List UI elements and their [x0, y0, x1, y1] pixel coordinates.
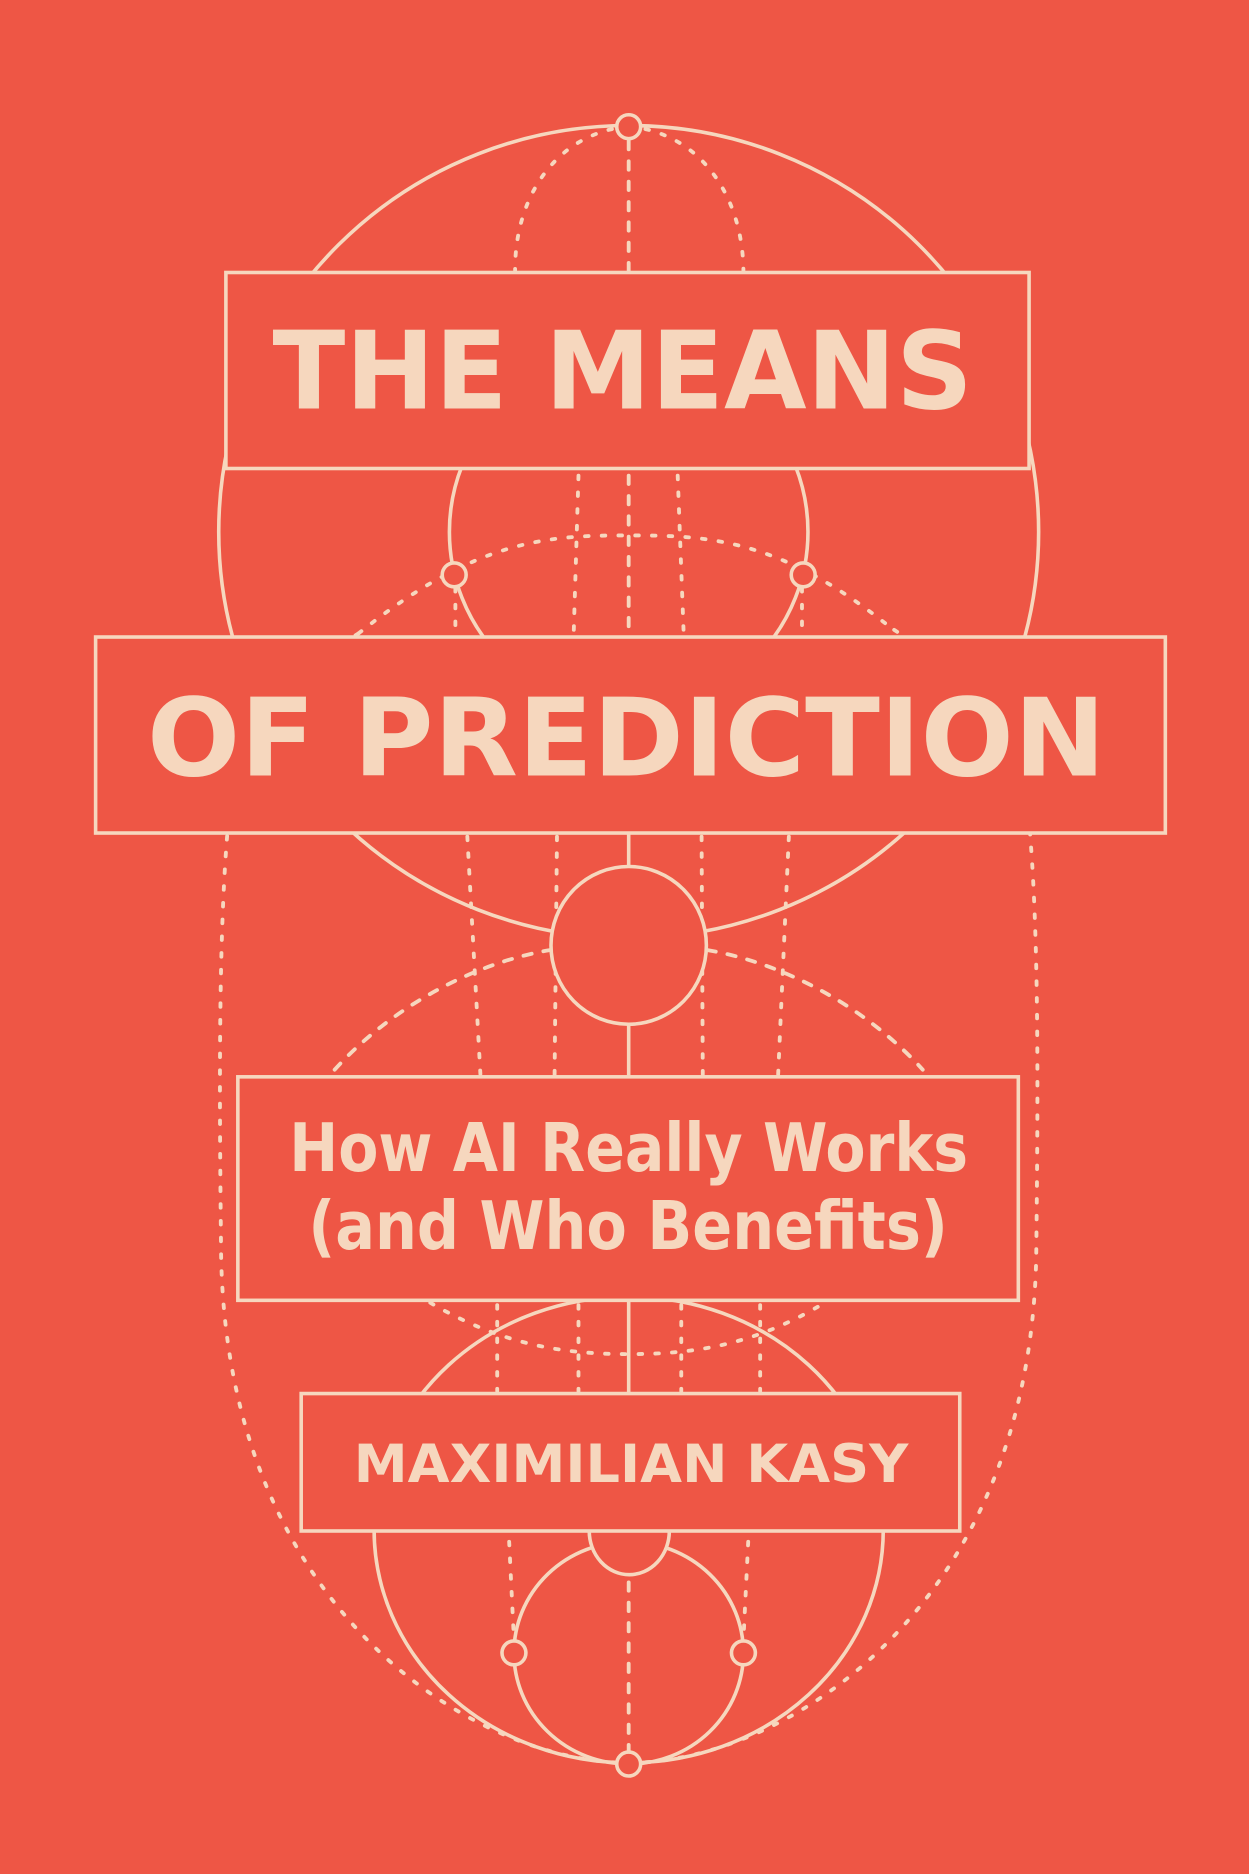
title-box-2: OF PREDICTION: [93, 635, 1168, 835]
dotted-line: [507, 1539, 516, 1642]
title-line-1: THE MEANS: [273, 310, 973, 435]
dotted-line: [741, 1539, 751, 1642]
node-circle: [614, 1750, 643, 1778]
lower-dotted-arc: [428, 1300, 827, 1357]
author-box: MAXIMILIAN KASY: [299, 1391, 962, 1533]
node-circle: [614, 112, 643, 141]
subtitle-box: How AI Really Works (and Who Benefits): [236, 1075, 1021, 1303]
middle-circle: [549, 864, 709, 1027]
node-circle: [500, 1639, 528, 1667]
dotted-line: [465, 834, 483, 1078]
author-name: MAXIMILIAN KASY: [354, 1434, 910, 1495]
node-circle: [789, 561, 817, 589]
subtitle-line-2: (and Who Benefits): [308, 1187, 947, 1265]
title-line-2: OF PREDICTION: [147, 677, 1106, 802]
dotted-line: [776, 834, 791, 1078]
subtitle-line-1: How AI Really Works: [289, 1109, 968, 1187]
middle-dashed-arc: [332, 948, 925, 1072]
title-box-1: THE MEANS: [224, 270, 1031, 471]
bottom-semicircle: [587, 1530, 672, 1577]
node-circle: [729, 1639, 758, 1667]
node-circle: [440, 561, 468, 589]
